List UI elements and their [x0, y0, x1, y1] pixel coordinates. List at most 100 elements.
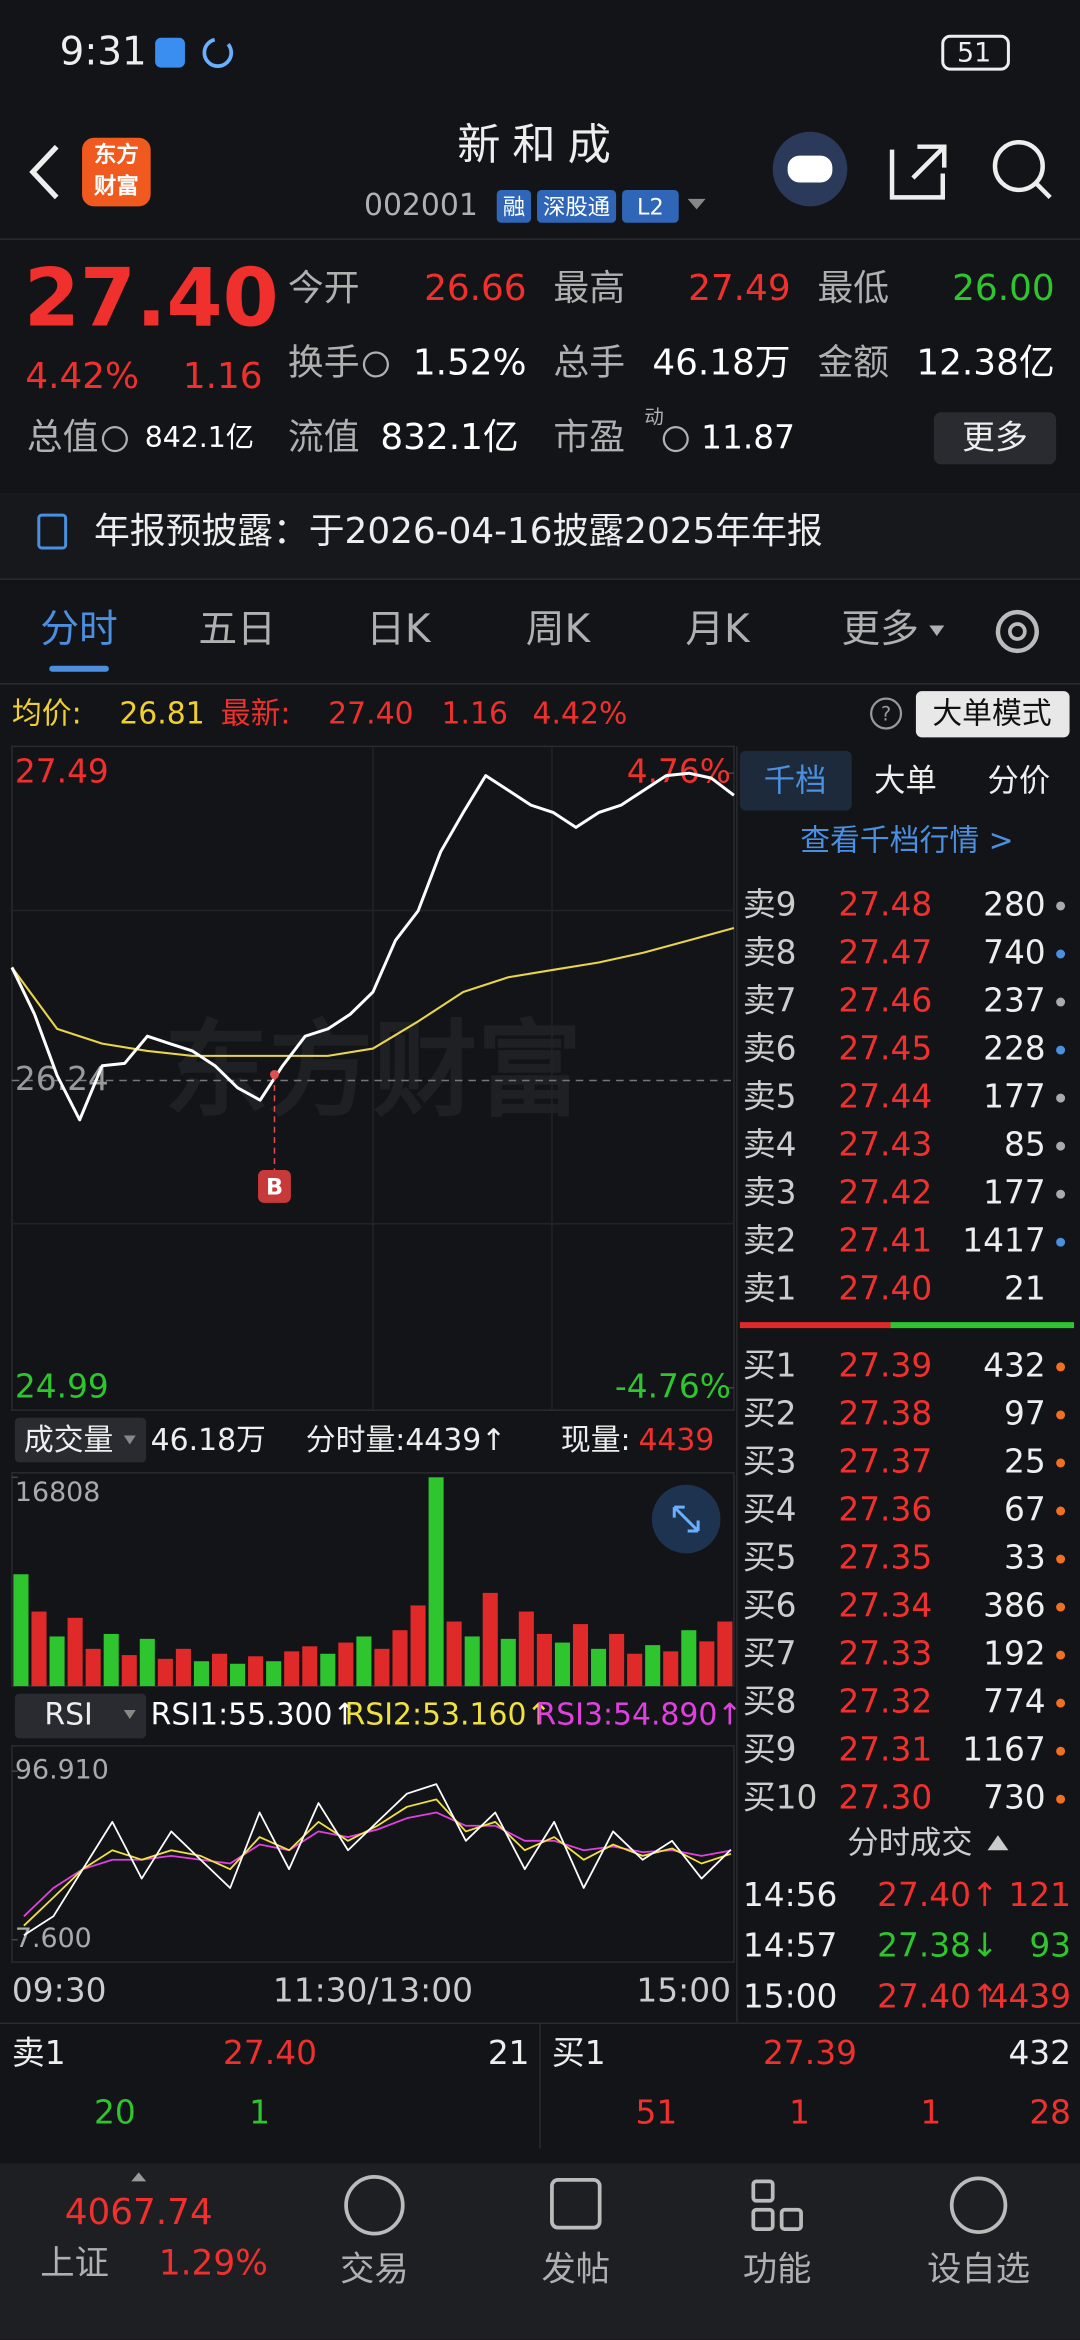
info-icon[interactable] — [101, 426, 128, 453]
rsi-selector-text[interactable]: RSI — [44, 1697, 92, 1732]
trade-price: 27.40↑ — [877, 1876, 998, 1914]
tag-text: 深股通 — [543, 194, 610, 220]
volume-bar — [230, 1663, 246, 1687]
back-button[interactable] — [29, 144, 59, 200]
nav-item[interactable]: 交易 — [340, 2249, 409, 2289]
volume-selector[interactable] — [14, 1417, 147, 1463]
book-volume: 740 — [983, 934, 1046, 972]
volume-bar — [356, 1636, 372, 1687]
tab[interactable]: 日K — [366, 607, 432, 652]
volume-selector-text[interactable]: 成交量 — [24, 1423, 113, 1458]
robot-face — [787, 155, 833, 183]
notice-text[interactable]: 年报预披露：于2026-04-16披露2025年年报 — [94, 511, 823, 552]
bottom-detail: 1 — [920, 2094, 941, 2132]
volume-bar — [645, 1645, 661, 1687]
last-price: 27.40 — [24, 250, 279, 344]
trades-title[interactable]: 分时成交 — [847, 1825, 972, 1861]
help-icon[interactable] — [870, 697, 903, 730]
volume-bar — [681, 1630, 697, 1687]
y-tick-label: 26.24 — [15, 1060, 109, 1098]
book-tab[interactable]: 大单 — [874, 763, 937, 799]
index-name[interactable]: 上证 — [40, 2243, 109, 2283]
book-volume: 21 — [1004, 1270, 1046, 1308]
book-dot — [1056, 1045, 1066, 1055]
rsi-selector[interactable] — [14, 1693, 147, 1739]
book-level: 卖9 — [743, 885, 797, 923]
book-dot — [1056, 1237, 1066, 1247]
book-dot — [1056, 901, 1066, 911]
book-dot — [1056, 1602, 1066, 1612]
field-value: 27.49 — [688, 268, 790, 309]
battery-icon — [941, 34, 1010, 71]
status-time: 9:31 — [60, 30, 147, 75]
volume-current-label: 现量: — [561, 1423, 631, 1458]
tab[interactable]: 更多 — [841, 607, 919, 652]
more-button[interactable] — [933, 412, 1057, 465]
share-button[interactable] — [889, 144, 947, 200]
mode-button[interactable] — [915, 691, 1070, 738]
app-logo[interactable] — [82, 137, 151, 207]
trade-time: 14:57 — [743, 1927, 838, 1965]
field-value: 1.52% — [413, 342, 527, 383]
volume-bar — [663, 1651, 679, 1687]
book-tab[interactable]: 分价 — [988, 763, 1051, 799]
book-level: 买6 — [743, 1587, 797, 1625]
tab[interactable]: 五日 — [198, 607, 276, 652]
field-label: 最低 — [817, 268, 889, 309]
book-price: 27.44 — [838, 1078, 932, 1116]
book-dot — [1056, 1093, 1066, 1103]
index-pct[interactable]: 1.29% — [159, 2243, 268, 2283]
notice-icon — [37, 513, 68, 550]
notice-bar[interactable] — [0, 492, 1080, 580]
field-value: 46.18万 — [652, 342, 790, 383]
tab[interactable]: 周K — [526, 607, 592, 652]
index-value[interactable]: 4067.74 — [65, 2192, 213, 2233]
trade-price: 27.38↓ — [877, 1927, 998, 1965]
latest-label: 最新: — [221, 697, 291, 732]
volume-bar — [284, 1651, 300, 1687]
nav-item[interactable]: 功能 — [743, 2249, 812, 2289]
book-volume: 730 — [983, 1779, 1046, 1817]
tab-underline — [49, 665, 109, 672]
book-dot — [1056, 1698, 1066, 1708]
marker-dot — [270, 1070, 279, 1080]
book-tab[interactable]: 千档 — [764, 763, 827, 799]
volume-bar — [627, 1653, 643, 1687]
volume-bar — [157, 1658, 173, 1687]
nav-item[interactable]: 发帖 — [541, 2249, 610, 2289]
book-price: 27.37 — [838, 1442, 932, 1480]
info-icon[interactable] — [662, 426, 689, 453]
book-volume: 280 — [983, 885, 1046, 923]
trades-caret — [987, 1835, 1009, 1851]
dropdown[interactable] — [687, 198, 706, 210]
y-tick-label: 16808 — [15, 1477, 100, 1508]
volume-bar — [572, 1624, 589, 1687]
tab[interactable]: 月K — [685, 607, 751, 652]
book-level: 卖7 — [743, 982, 797, 1020]
field-label: 今开 — [288, 268, 360, 309]
marker-badge[interactable] — [258, 1170, 291, 1203]
bottom-detail: 28 — [1029, 2094, 1071, 2132]
expand-icon — [672, 1505, 700, 1533]
latest-value: 27.40 — [328, 697, 413, 732]
x-tick-label: 15:00 — [636, 1971, 731, 2009]
book-link[interactable]: 查看千档行情 > — [800, 823, 1013, 858]
bottom-volume: 21 — [488, 2034, 530, 2072]
book-dot — [1056, 1458, 1066, 1468]
mode-label[interactable]: 大单模式 — [932, 697, 1051, 732]
more-label[interactable]: 更多 — [962, 419, 1028, 457]
trade-time: 15:00 — [743, 1977, 838, 2015]
search-button[interactable] — [992, 139, 1045, 193]
volume-bar — [67, 1617, 83, 1687]
book-volume: 386 — [983, 1587, 1046, 1625]
field-value: 26.00 — [952, 268, 1054, 309]
book-price: 27.39 — [838, 1346, 932, 1384]
nav-item[interactable]: 设自选 — [927, 2249, 1030, 2289]
trade-time: 14:56 — [743, 1876, 838, 1914]
sync-icon — [202, 37, 234, 68]
trade-volume: 93 — [1029, 1927, 1071, 1965]
info-icon[interactable] — [362, 351, 389, 378]
settings-button[interactable] — [995, 609, 1039, 654]
tab[interactable]: 分时 — [40, 607, 118, 652]
field-value: 832.1亿 — [380, 417, 518, 458]
